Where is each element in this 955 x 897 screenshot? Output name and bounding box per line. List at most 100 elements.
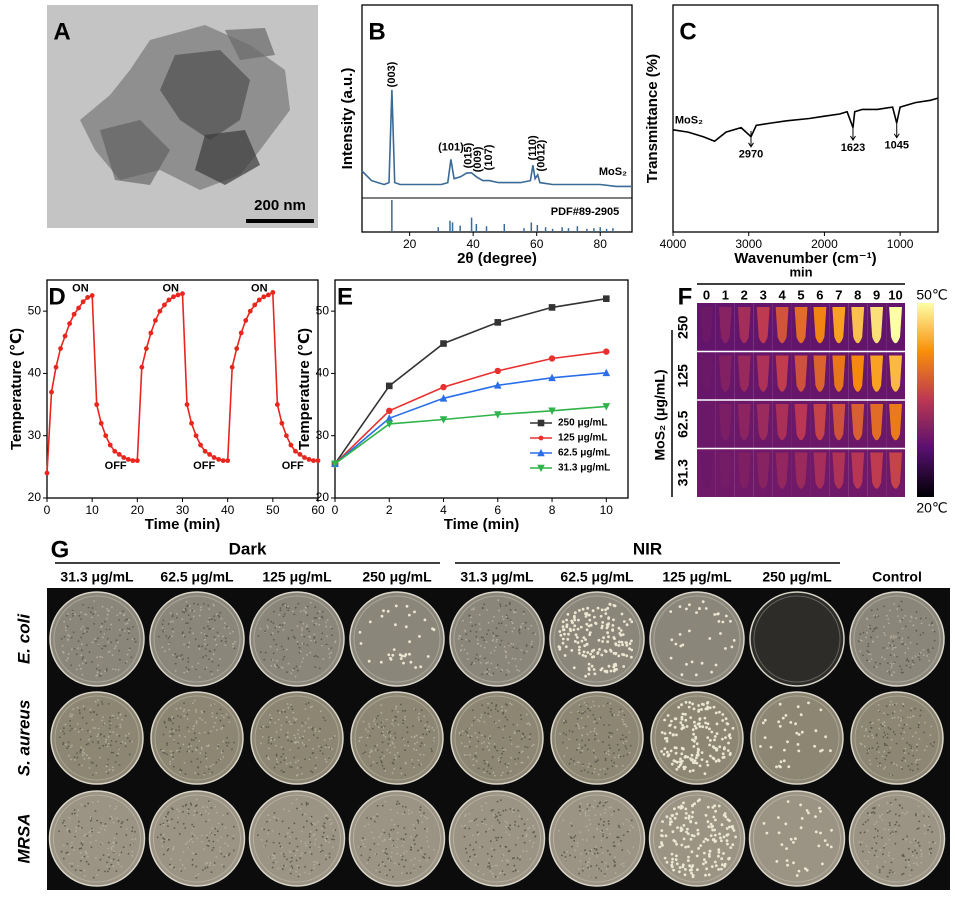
marker [548, 407, 556, 415]
marker [184, 402, 190, 407]
colony [169, 760, 172, 763]
colony [867, 645, 870, 648]
colony [66, 614, 68, 617]
colony [381, 861, 384, 864]
colony [193, 610, 196, 612]
colony [101, 647, 104, 650]
thermal-tube [700, 404, 713, 441]
colony [488, 673, 491, 675]
colony [261, 736, 264, 738]
colony [399, 767, 402, 770]
colony [313, 833, 316, 836]
colony [571, 730, 574, 733]
colony [213, 619, 216, 622]
colony [74, 613, 77, 616]
colony [558, 630, 562, 633]
colony [208, 840, 210, 842]
colony [508, 671, 510, 673]
colony [97, 699, 99, 701]
colony [695, 742, 699, 746]
colony [206, 644, 209, 646]
colony [112, 841, 115, 843]
colony [384, 839, 386, 842]
colony [688, 629, 691, 633]
colony [805, 868, 809, 872]
colony [468, 614, 470, 617]
colony [413, 864, 415, 866]
colony [302, 622, 305, 625]
colony [203, 603, 205, 605]
colony [865, 845, 868, 847]
colony [300, 854, 303, 857]
colony [585, 612, 589, 615]
colony [111, 654, 114, 657]
colony [388, 859, 391, 862]
colony [183, 715, 186, 717]
colony [671, 814, 675, 817]
colony [507, 826, 510, 829]
colony [603, 669, 607, 673]
colony [320, 746, 323, 749]
petri-rim [653, 794, 741, 883]
colony [883, 631, 885, 634]
colony [384, 736, 387, 738]
colony [908, 847, 910, 850]
colony [592, 749, 595, 752]
colony [471, 624, 474, 627]
colony [273, 812, 276, 814]
marker [198, 442, 203, 448]
colony [176, 616, 178, 619]
colony [885, 754, 888, 757]
colony [131, 638, 134, 641]
colony [870, 811, 873, 814]
colony [309, 817, 312, 819]
colony [95, 640, 97, 643]
colony [713, 804, 717, 808]
colony [893, 662, 895, 665]
colony [591, 655, 594, 659]
colony [725, 827, 729, 830]
colony [284, 604, 287, 607]
colony [679, 757, 682, 761]
colony [301, 742, 304, 744]
colony [275, 753, 278, 756]
colony [287, 739, 289, 742]
colony [520, 761, 523, 764]
colony [131, 740, 133, 743]
colony [73, 759, 76, 761]
colony [626, 850, 629, 852]
marker [537, 464, 545, 473]
colony [585, 628, 589, 632]
colony [493, 743, 496, 745]
colony [202, 848, 205, 850]
colony [505, 604, 507, 607]
colony [191, 823, 194, 826]
colony [615, 668, 618, 671]
colony [928, 651, 931, 654]
colony [464, 814, 466, 817]
colony [797, 733, 801, 736]
colony [859, 650, 862, 653]
colony [713, 613, 717, 616]
colony [77, 809, 80, 812]
colony [97, 733, 100, 736]
colony [505, 614, 508, 617]
colony [607, 635, 610, 639]
marker [112, 448, 118, 454]
annotation: (110) [527, 135, 539, 160]
colony [510, 743, 513, 745]
colony [607, 736, 610, 739]
colony [169, 750, 172, 752]
colony [868, 660, 871, 663]
colony [275, 758, 278, 761]
thermal-tube [851, 355, 865, 392]
colony [924, 617, 927, 619]
colony [329, 818, 332, 821]
colony [867, 642, 870, 645]
colony [76, 723, 79, 725]
colony [178, 656, 181, 659]
colony [613, 756, 616, 759]
marker [247, 308, 253, 314]
colony [524, 829, 527, 832]
colony [867, 653, 870, 655]
